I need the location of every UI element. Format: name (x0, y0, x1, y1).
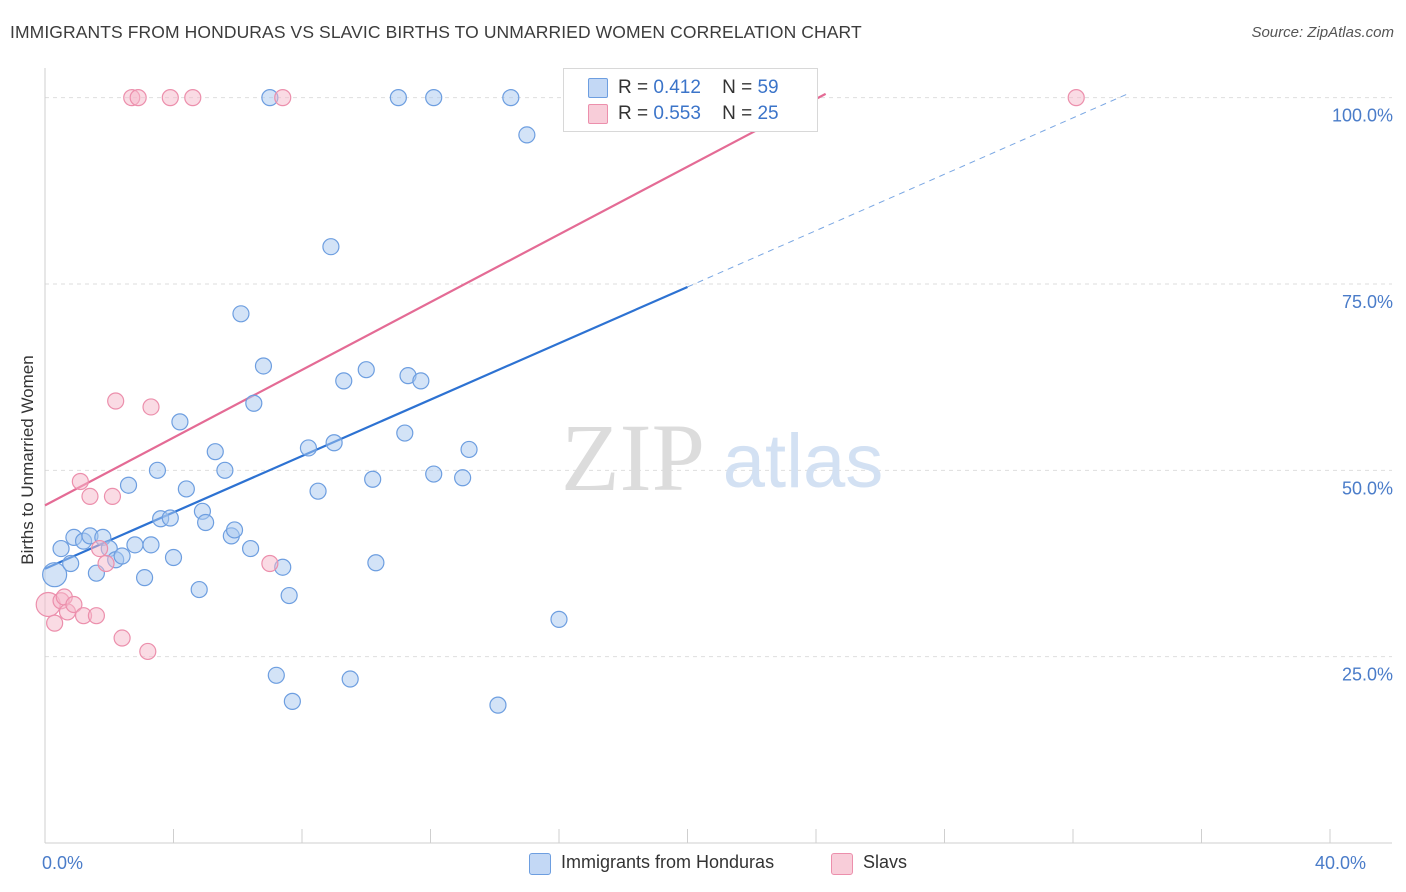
chart-title: IMMIGRANTS FROM HONDURAS VS SLAVIC BIRTH… (10, 22, 862, 42)
point-honduras (119, 476, 138, 494)
x-tick-label: 40.0% (1315, 853, 1366, 873)
point-honduras (177, 480, 195, 498)
point-honduras (126, 536, 144, 554)
point-honduras (299, 439, 318, 457)
point-slavs (274, 89, 292, 107)
tick-labels: 25.0% 50.0% 75.0% 100.0% 0.0% 40.0% (42, 106, 1393, 873)
point-honduras (550, 610, 568, 628)
point-honduras (357, 361, 375, 379)
point-honduras (164, 548, 183, 567)
watermark-zip: ZIP (561, 404, 705, 511)
point-slavs (71, 472, 89, 491)
axes (44, 68, 1392, 844)
point-slavs (261, 554, 279, 573)
point-honduras (454, 469, 472, 487)
point-honduras (142, 536, 160, 554)
point-honduras (518, 126, 536, 144)
point-honduras (216, 461, 234, 479)
y-tick-label: 100.0% (1332, 106, 1393, 126)
point-slavs (91, 539, 109, 558)
y-tick-label: 75.0% (1342, 292, 1393, 312)
point-honduras (113, 547, 131, 565)
point-slavs (129, 89, 147, 107)
point-slavs (46, 614, 64, 632)
legend-n-value: 25 (757, 103, 779, 124)
point-honduras (280, 586, 298, 605)
x-tick-label: 0.0% (42, 853, 83, 873)
point-slavs (65, 595, 83, 614)
point-slavs (87, 607, 106, 625)
source-label: Source: ZipAtlas.com (1251, 24, 1394, 41)
point-slavs (139, 642, 157, 661)
point-honduras (412, 372, 430, 390)
point-honduras (489, 696, 507, 714)
point-honduras (62, 554, 80, 573)
point-slavs (1067, 89, 1085, 107)
point-honduras (502, 89, 520, 107)
point-honduras (245, 394, 263, 412)
point-honduras (460, 440, 478, 459)
gridlines (45, 97, 1392, 658)
point-honduras (396, 424, 414, 442)
bottom-legend-label-honduras: Immigrants from Honduras (561, 852, 775, 872)
point-honduras (425, 465, 443, 483)
legend-r-value: 0.553 (653, 103, 701, 124)
bottom-legend-label-slavs: Slavs (863, 852, 908, 872)
legend-swatch-honduras (588, 78, 608, 98)
point-honduras (42, 562, 68, 588)
point-slavs (107, 392, 125, 410)
point-honduras (367, 554, 385, 572)
point-honduras (389, 89, 407, 107)
trend-lines (44, 92, 1128, 570)
point-honduras (52, 539, 70, 558)
point-honduras (197, 513, 215, 532)
point-honduras (242, 539, 260, 558)
bottom-legend-swatch-honduras (529, 853, 551, 875)
point-honduras (267, 666, 285, 684)
trend-line-honduras (44, 285, 688, 570)
point-honduras (325, 434, 343, 452)
point-slavs (113, 629, 131, 647)
legend-n-label: N = (722, 103, 753, 124)
legend-swatch-slavs (588, 104, 608, 124)
point-slavs (142, 398, 160, 416)
watermark: ZIP atlas (561, 404, 883, 511)
point-honduras (206, 443, 224, 461)
point-honduras (135, 569, 154, 587)
point-honduras (161, 509, 179, 527)
y-tick-label: 50.0% (1342, 478, 1393, 498)
point-slavs (81, 487, 99, 506)
point-honduras (254, 357, 273, 375)
point-honduras (283, 692, 301, 710)
trend-line-slavs (44, 92, 827, 507)
point-honduras (309, 482, 327, 500)
point-honduras (322, 238, 340, 256)
point-honduras (225, 521, 244, 539)
stats-legend: R = 0.412 N = 59 R = 0.553 N = 25 (563, 68, 818, 132)
point-honduras (335, 372, 353, 390)
y-axis-label: Births to Unmarried Women (18, 355, 37, 565)
point-slavs (103, 487, 122, 506)
bottom-legend-swatch-slavs (831, 853, 853, 875)
trend-line-extension (687, 93, 1128, 288)
point-honduras (190, 580, 208, 599)
legend-n-label: N = (722, 77, 753, 98)
watermark-atlas: atlas (723, 419, 884, 504)
point-honduras (364, 470, 382, 488)
point-honduras (425, 89, 443, 107)
point-honduras (232, 305, 250, 323)
point-slavs (161, 89, 179, 107)
data-points (35, 89, 1085, 714)
legend-r-label: R = (618, 103, 649, 124)
y-tick-label: 25.0% (1342, 665, 1393, 685)
legend-r-value: 0.412 (653, 77, 701, 98)
point-slavs (184, 89, 202, 107)
legend-n-value: 59 (757, 77, 779, 98)
legend-r-label: R = (618, 77, 649, 98)
point-honduras (341, 670, 359, 688)
point-honduras (171, 413, 189, 431)
point-slavs (97, 554, 115, 573)
point-honduras (148, 461, 167, 479)
